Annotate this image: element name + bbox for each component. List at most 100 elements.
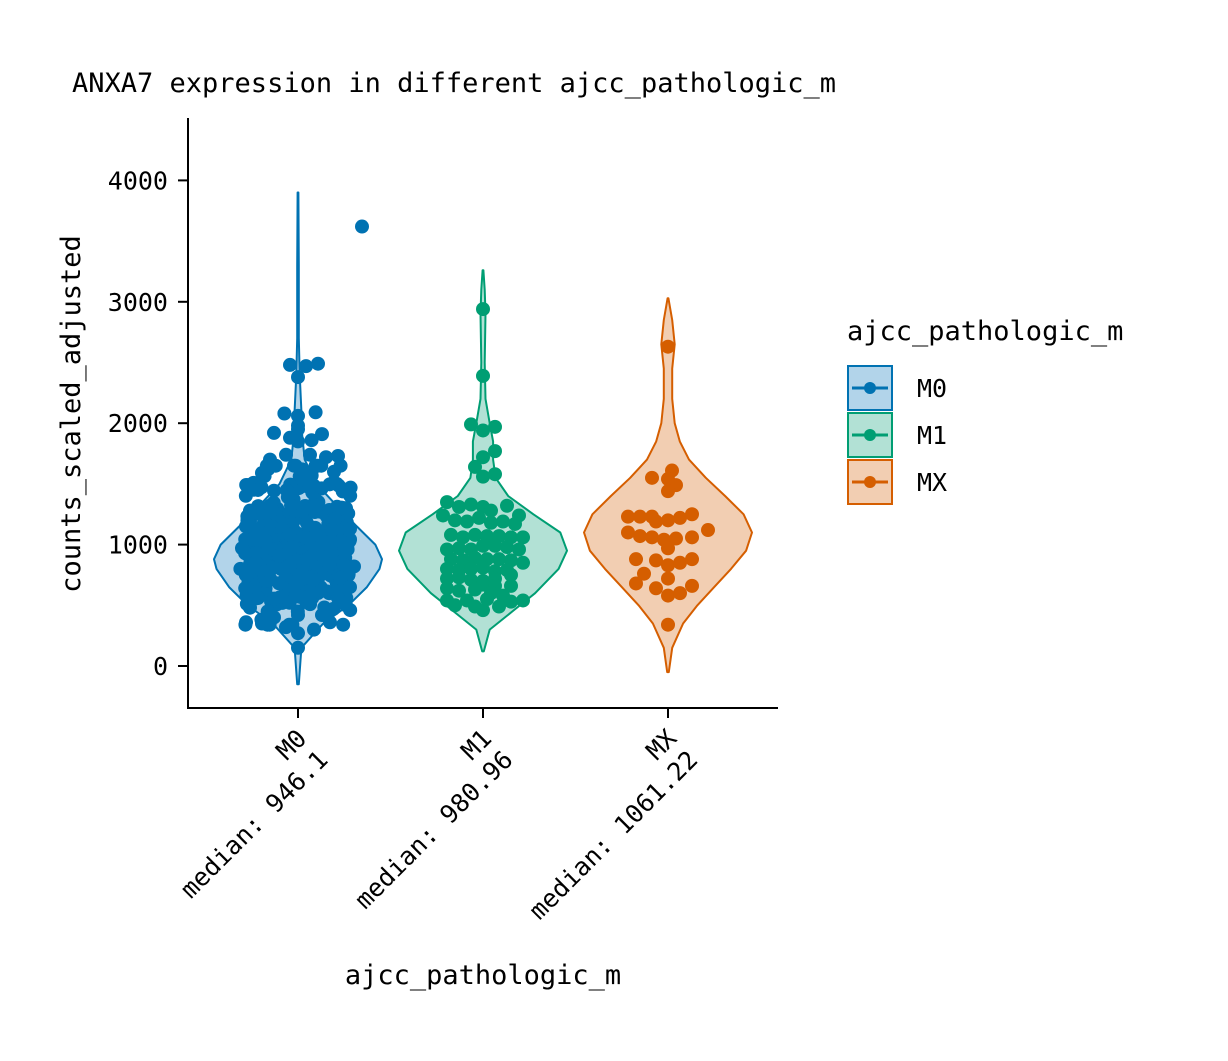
legend-item-m0: M0 [847,365,947,411]
data-point [464,417,478,432]
data-point [669,531,683,546]
data-point [239,615,253,630]
data-point [649,581,663,596]
data-point [291,608,305,623]
data-point [504,567,518,582]
data-point [649,553,663,568]
data-point [440,561,454,576]
data-point [291,434,305,449]
legend-label: MX [917,468,947,497]
data-point [271,576,286,591]
data-point [500,498,514,513]
data-point [661,588,675,603]
data-point [267,610,281,625]
data-point [328,511,343,526]
data-point [476,603,490,618]
data-point [302,592,317,607]
data-point [311,356,325,371]
data-point [492,599,506,614]
data-point [292,589,307,604]
data-point [243,600,257,615]
data-point [673,555,687,570]
data-point [280,484,295,499]
data-point [685,552,699,567]
data-point [480,592,494,607]
data-point [504,594,518,609]
y-tick-label: 4000 [108,166,168,195]
data-point [291,640,305,655]
data-point [452,570,466,585]
data-point [621,525,635,540]
data-point [673,510,687,525]
data-point [661,339,675,354]
data-point [685,578,699,593]
plot-area [213,191,753,686]
data-point [488,467,502,482]
data-point [238,581,253,596]
data-point [238,488,253,503]
data-point [649,514,663,529]
data-point [468,550,482,565]
y-tick-label: 1000 [108,531,168,560]
data-point [488,444,502,459]
data-point [476,423,490,438]
y-axis-ticks: 0 1000 2000 3000 4000 [108,166,188,681]
data-point [661,617,675,632]
data-point [243,503,257,518]
data-point [460,514,474,529]
data-point [488,538,502,553]
data-point [444,527,458,542]
data-point [440,571,454,586]
data-point [500,540,514,555]
data-point [673,586,687,601]
x-tick-median-label: median: 980.96 [349,745,519,915]
data-point [327,464,341,479]
legend-item-m1: M1 [847,412,947,458]
data-point [235,541,249,556]
data-point [308,458,323,473]
data-point [661,541,675,556]
data-point [464,561,478,576]
data-point [291,626,305,641]
data-point [267,425,281,440]
data-point [637,566,651,581]
data-point [331,448,345,463]
data-point [295,462,309,477]
x-tick-median-label: median: 946.1 [175,745,334,904]
legend-key-dot [864,382,876,394]
data-point [476,450,490,465]
data-point [496,514,510,529]
data-point [279,620,293,635]
data-point [284,498,299,513]
data-point [283,357,297,372]
data-point [661,513,675,528]
data-point [633,509,647,524]
data-point [251,482,265,497]
data-point [476,560,490,575]
data-point [263,452,277,467]
data-point [661,484,675,499]
data-point [264,502,279,517]
data-point [621,509,635,524]
data-point [701,523,715,538]
data-point [291,408,305,423]
data-point [279,447,293,462]
data-point [272,548,287,563]
data-point [298,530,313,545]
data-point [488,419,502,434]
data-point [282,559,297,574]
data-point [452,499,466,514]
data-point [440,581,454,596]
data-point [343,580,357,595]
data-point [304,433,319,448]
data-point [448,598,462,613]
data-point [239,519,253,534]
data-point [464,497,478,512]
legend-item-mx: MX [847,459,947,505]
y-tick-label: 2000 [108,409,168,438]
data-point [291,370,305,385]
x-axis-label: ajcc_pathologic_m [345,960,621,991]
